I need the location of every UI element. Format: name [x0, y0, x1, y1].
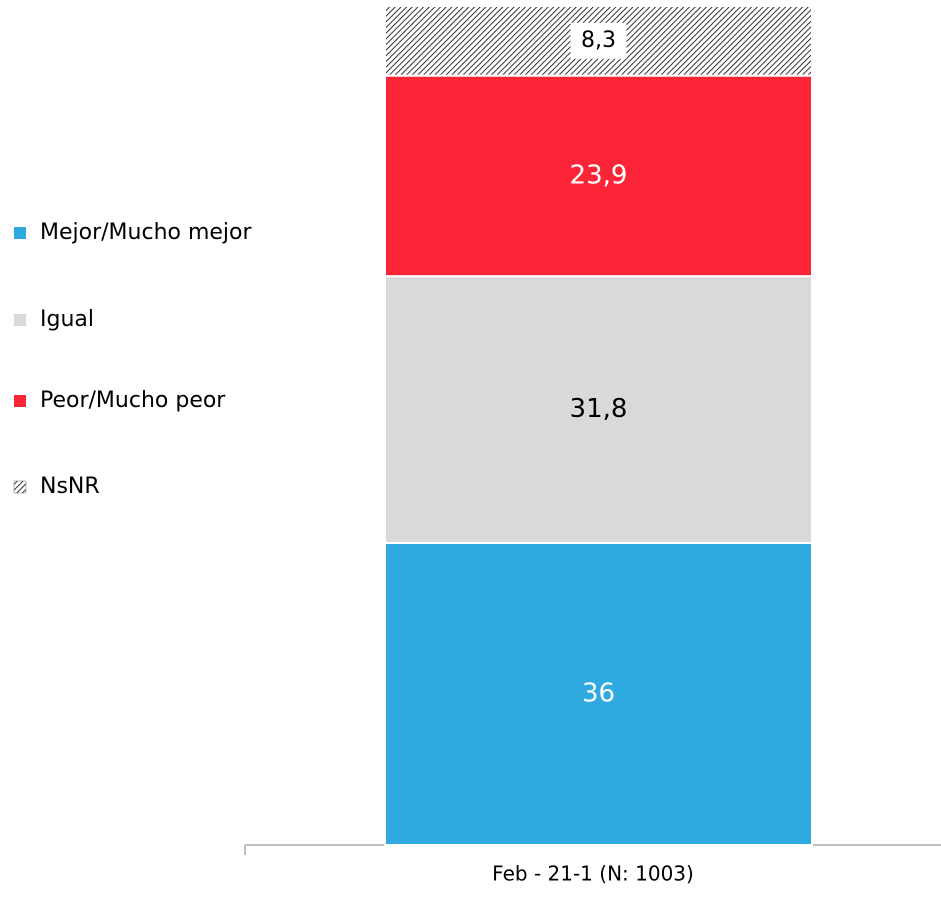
legend-label: NsNR — [40, 474, 100, 499]
legend-swatch — [14, 395, 26, 407]
label-box — [570, 22, 627, 59]
data-label: 23,9 — [570, 160, 628, 190]
legend-label: Mejor/Mucho mejor — [40, 220, 253, 245]
bar-segment — [384, 74, 813, 278]
data-label: 8,3 — [581, 28, 616, 53]
legend-label: Igual — [40, 307, 94, 332]
data-label: 31,8 — [570, 394, 628, 424]
legend-label: Peor/Mucho peor — [40, 388, 226, 413]
legend-swatch — [14, 227, 26, 239]
x-tick-label: Feb - 21-1 (N: 1003) — [492, 862, 694, 886]
data-label: 36 — [582, 678, 615, 708]
legend-swatch — [13, 480, 27, 494]
legend-swatch — [14, 314, 26, 326]
bar-segment — [384, 541, 813, 847]
